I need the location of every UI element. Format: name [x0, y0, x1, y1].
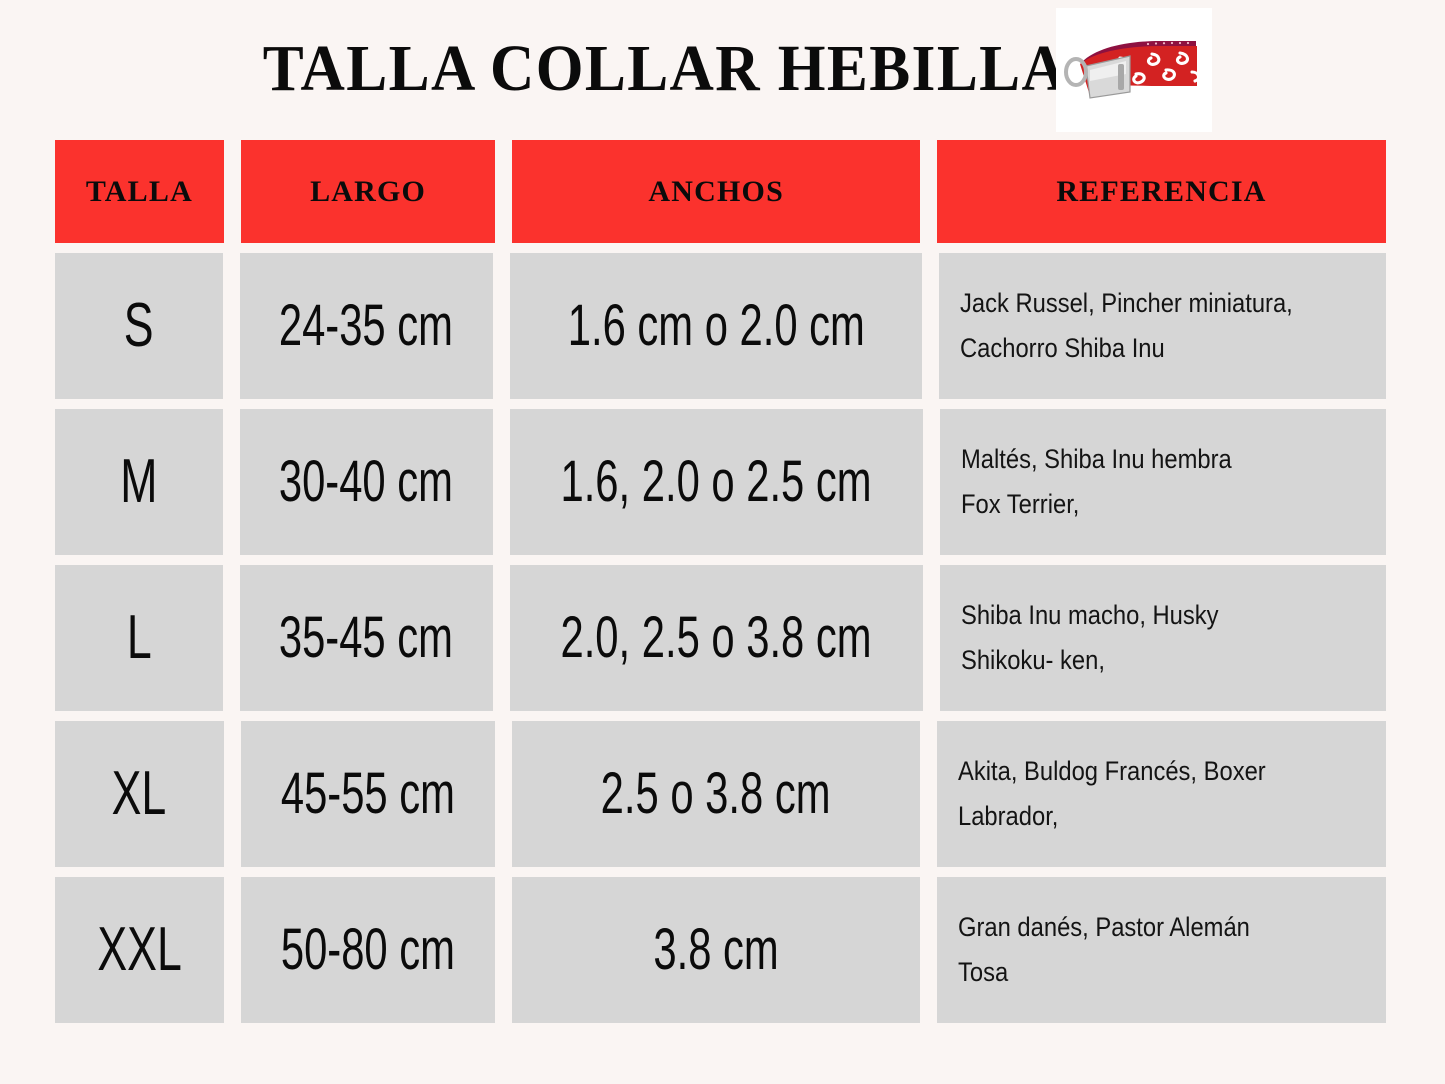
table-row: L 35-45 cm 2.0, 2.5 o 3.8 cm Shiba Inu m… — [55, 565, 1386, 711]
cell-anchos: 1.6, 2.0 o 2.5 cm — [509, 409, 923, 555]
dog-collar-photo — [1056, 8, 1212, 132]
value-referencia: Gran danés, Pastor Alemán Tosa — [957, 912, 1250, 987]
cell-largo: 50-80 cm — [240, 877, 496, 1023]
value-referencia: Jack Russel, Pincher miniatura, Cachorro… — [960, 288, 1294, 363]
cell-talla: S — [55, 253, 223, 399]
value-largo: 35-45 cm — [279, 605, 454, 670]
cell-referencia: Jack Russel, Pincher miniatura, Cachorro… — [939, 253, 1386, 399]
cell-largo: 35-45 cm — [239, 565, 493, 711]
value-referencia: Shiba Inu macho, Husky Shikoku- ken, — [960, 600, 1219, 675]
value-talla: M — [120, 447, 158, 516]
value-talla: XL — [112, 759, 167, 828]
cell-anchos: 3.8 cm — [512, 877, 920, 1023]
table-header-row: TALLA LARGO ANCHOS REFERENCIA — [55, 140, 1387, 243]
table-row: M 30-40 cm 1.6, 2.0 o 2.5 cm Maltés, Shi… — [55, 409, 1386, 555]
value-talla: XXL — [97, 915, 182, 984]
cell-anchos: 2.5 o 3.8 cm — [512, 721, 920, 867]
value-largo: 50-80 cm — [280, 917, 456, 982]
cell-referencia: Akita, Buldog Francés, Boxer Labrador, — [936, 721, 1386, 867]
header-label-referencia: REFERENCIA — [1056, 174, 1267, 208]
header-label-anchos: ANCHOS — [648, 174, 784, 208]
cell-referencia: Shiba Inu macho, Husky Shikoku- ken, — [939, 565, 1386, 711]
value-talla: S — [123, 291, 154, 360]
header-cell-anchos: ANCHOS — [512, 140, 920, 243]
dog-collar-illustration — [1056, 8, 1212, 132]
cell-largo: 24-35 cm — [239, 253, 493, 399]
cell-anchos: 2.0, 2.5 o 3.8 cm — [509, 565, 923, 711]
cell-anchos: 1.6 cm o 2.0 cm — [509, 253, 923, 399]
value-largo: 24-35 cm — [279, 293, 454, 358]
cell-largo: 30-40 cm — [239, 409, 493, 555]
page-title: TALLA COLLAR HEBILLA — [262, 32, 1068, 105]
value-largo: 45-55 cm — [280, 761, 456, 826]
cell-talla: XXL — [55, 877, 224, 1023]
header-cell-largo: LARGO — [240, 140, 496, 243]
cell-talla: L — [55, 565, 223, 711]
cell-referencia: Maltés, Shiba Inu hembra Fox Terrier, — [939, 409, 1386, 555]
value-anchos: 2.0, 2.5 o 3.8 cm — [560, 605, 872, 670]
value-anchos: 2.5 o 3.8 cm — [601, 761, 831, 826]
cell-largo: 45-55 cm — [240, 721, 496, 867]
value-referencia: Maltés, Shiba Inu hembra Fox Terrier, — [960, 444, 1232, 519]
header-label-largo: LARGO — [310, 174, 427, 208]
value-anchos: 1.6 cm o 2.0 cm — [567, 293, 865, 358]
table-row: S 24-35 cm 1.6 cm o 2.0 cm Jack Russel, … — [55, 253, 1386, 399]
value-largo: 30-40 cm — [279, 449, 454, 514]
value-talla: L — [126, 603, 152, 672]
header-label-talla: TALLA — [85, 174, 193, 208]
cell-talla: XL — [55, 721, 224, 867]
value-anchos: 3.8 cm — [653, 917, 779, 982]
cell-talla: M — [55, 409, 223, 555]
header-cell-referencia: REFERENCIA — [936, 140, 1387, 243]
size-table: TALLA LARGO ANCHOS REFERENCIA S 24-35 cm… — [55, 140, 1387, 1023]
table-row: XL 45-55 cm 2.5 o 3.8 cm Akita, Buldog F… — [55, 721, 1386, 867]
cell-referencia: Gran danés, Pastor Alemán Tosa — [936, 877, 1386, 1023]
value-anchos: 1.6, 2.0 o 2.5 cm — [560, 449, 872, 514]
header-cell-talla: TALLA — [55, 140, 224, 243]
table-row: XXL 50-80 cm 3.8 cm Gran danés, Pastor A… — [55, 877, 1386, 1023]
title-bar: TALLA COLLAR HEBILLA — [0, 26, 1445, 112]
value-referencia: Akita, Buldog Francés, Boxer Labrador, — [957, 756, 1266, 831]
